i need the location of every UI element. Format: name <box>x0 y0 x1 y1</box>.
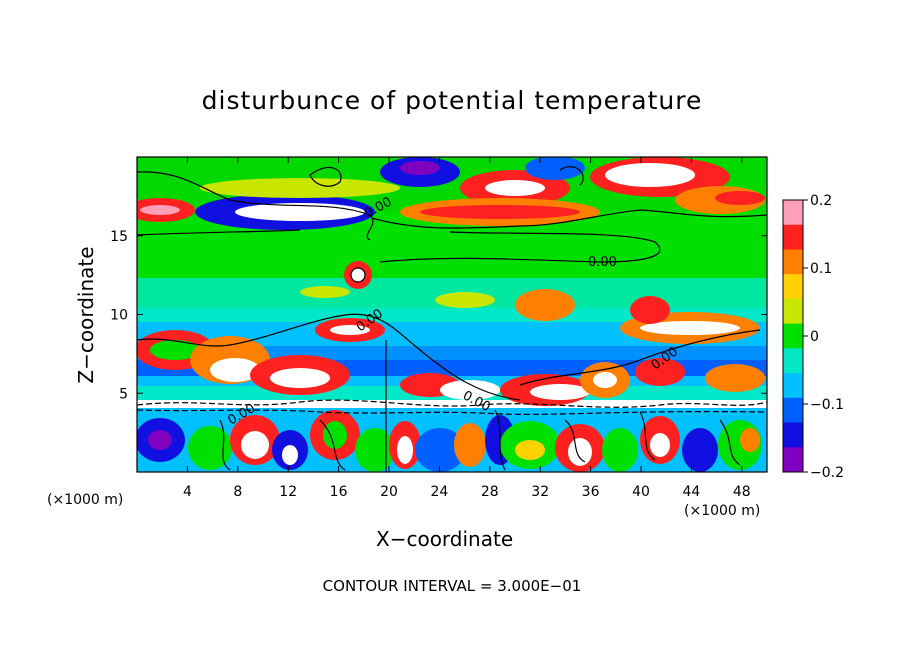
x-tick-label: 32 <box>531 484 549 500</box>
x-axis-ticks: 4 8 12 16 20 24 28 32 36 40 44 48 <box>183 157 751 500</box>
colorbar-swatch <box>783 422 803 448</box>
x-tick-label: 40 <box>632 484 650 500</box>
x-tick-label: 16 <box>330 484 348 500</box>
colorbar-tick-label: 0.2 <box>810 193 832 209</box>
colorbar-swatch <box>783 200 803 226</box>
colorbar-swatch <box>783 373 803 399</box>
contour-interval-note: CONTOUR INTERVAL = 3.000E−01 <box>322 577 582 595</box>
temperature-field <box>137 157 767 472</box>
x-tick-label: 36 <box>582 484 600 500</box>
y-tick-label: 15 <box>110 229 128 245</box>
colorbar-swatches <box>783 200 803 473</box>
colorbar-swatch <box>783 397 803 424</box>
colorbar-swatch <box>783 249 803 275</box>
x-tick-label: 28 <box>481 484 499 500</box>
x-tick-label: 8 <box>233 484 242 500</box>
colorbar-swatch <box>783 447 803 473</box>
x-tick-label: 12 <box>279 484 297 500</box>
colorbar-tick-label: −0.1 <box>810 397 844 413</box>
colorbar-swatch <box>783 348 803 374</box>
y-tick-label: 5 <box>119 386 128 402</box>
colorbar: 0.2 0.1 0 −0.1 −0.2 <box>782 193 844 481</box>
colorbar-swatch <box>783 274 803 300</box>
colorbar-tick-label: 0.1 <box>810 261 832 277</box>
contour-label: 0.00 <box>588 255 617 270</box>
colorbar-swatch <box>783 323 803 349</box>
colorbar-swatch <box>783 298 803 325</box>
contour-lines <box>137 166 767 472</box>
x-tick-label: 4 <box>183 484 192 500</box>
x-unit-label-left: (×1000 m) <box>47 492 124 508</box>
x-axis-label: X−coordinate <box>376 527 514 551</box>
colorbar-ticks: 0.2 0.1 0 −0.1 −0.2 <box>803 193 844 481</box>
colorbar-swatch <box>783 224 803 250</box>
x-unit-label-right: (×1000 m) <box>684 503 761 519</box>
y-tick-label: 10 <box>110 308 128 324</box>
y-axis-ticks: 5 10 15 <box>110 229 767 402</box>
x-tick-label: 48 <box>733 484 751 500</box>
y-axis-label: Z−coordinate <box>74 246 98 384</box>
chart-title: disturbunce of potential temperature <box>201 86 703 115</box>
x-tick-label: 24 <box>430 484 448 500</box>
colorbar-tick-label: 0 <box>810 329 819 345</box>
x-tick-label: 20 <box>380 484 398 500</box>
x-tick-label: 44 <box>682 484 700 500</box>
colorbar-tick-label: −0.2 <box>810 465 844 481</box>
